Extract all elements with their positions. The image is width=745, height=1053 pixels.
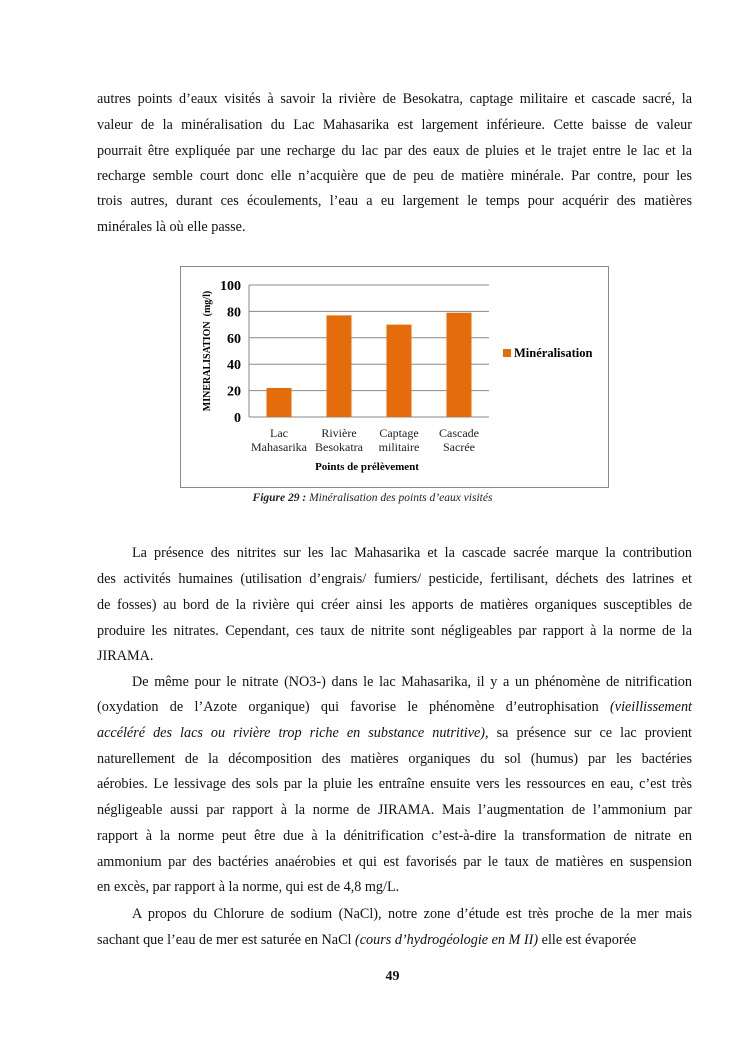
chart-figure: 0 20 40 60 80 100 Lac Mahasarika Rivière Besokatr… [180, 266, 609, 488]
paragraph-line: ammonium par des bactéries anaérobies et… [97, 853, 692, 871]
text-segment: recharge semble court donc elle n’acquiè… [97, 168, 692, 184]
text-segment: naturellement de la décomposition des ma… [97, 751, 692, 767]
paragraph-line: A propos du Chlorure de sodium (NaCl), n… [132, 905, 692, 923]
italic-text: accéléré des lacs ou rivière trop riche … [97, 725, 486, 741]
paragraph-line: (oxydation de l’Azote organique) qui fav… [97, 698, 692, 716]
y-tick-label: 80 [227, 305, 241, 320]
paragraph-line: en excès, par rapport à la norme, qui es… [97, 878, 692, 896]
bar [386, 324, 412, 417]
paragraph-line: minérales là où elle passe. [97, 218, 692, 236]
x-axis-title: Points de prélèvement [315, 461, 419, 473]
text-segment: (oxydation de l’Azote organique) qui fav… [97, 699, 611, 715]
text-segment: négligeable aussi par rapport à la norme… [97, 802, 692, 818]
x-tick-label: militaire [379, 440, 420, 454]
x-tick-label: Lac [270, 426, 288, 440]
y-tick-label: 100 [220, 279, 241, 294]
text-segment: de fosses) au bord de la rivière qui cré… [97, 597, 692, 613]
x-tick-label: Mahasarika [251, 440, 308, 454]
x-tick-label: Besokatra [315, 440, 364, 454]
text-segment: sachant que l’eau de mer est saturée en … [97, 932, 356, 948]
text-segment: De même pour le nitrate (NO3-) dans le l… [132, 674, 692, 690]
text-segment: aérobies. Le lessivage des sols par la p… [97, 776, 692, 792]
bar [326, 315, 352, 417]
paragraph-line: JIRAMA. [97, 647, 692, 665]
paragraph-line: de fosses) au bord de la rivière qui cré… [97, 596, 692, 614]
paragraph-line: négligeable aussi par rapport à la norme… [97, 801, 692, 819]
figure-caption: Figure 29 : Minéralisation des points d’… [0, 492, 745, 504]
x-tick-label: Cascade [439, 426, 479, 440]
figure-caption-label: Figure 29 : [252, 492, 307, 504]
paragraph-line: recharge semble court donc elle n’acquiè… [97, 167, 692, 185]
text-segment: produire les nitrates. Cependant, ces ta… [97, 623, 692, 639]
text-segment: pourrait être expliquée par une recharge… [97, 143, 692, 159]
text-segment: des activités humaines (utilisation d’en… [97, 571, 692, 587]
y-tick-label: 60 [227, 332, 241, 347]
legend-label: Minéralisation [514, 346, 593, 360]
text-segment: ammonium par des bactéries anaérobies et… [97, 854, 692, 870]
text-segment: autres points d’eaux visités à savoir la… [97, 91, 692, 107]
y-tick-label: 40 [227, 358, 241, 373]
paragraph-line: La présence des nitrites sur les lac Mah… [132, 544, 692, 562]
paragraph-line: produire les nitrates. Cependant, ces ta… [97, 622, 692, 640]
text-segment: elle est évaporée [538, 932, 637, 948]
x-tick-label: Sacrée [443, 440, 475, 454]
paragraph-line: aérobies. Le lessivage des sols par la p… [97, 775, 692, 793]
paragraph-line: sachant que l’eau de mer est saturée en … [97, 931, 692, 949]
paragraph-line: autres points d’eaux visités à savoir la… [97, 90, 692, 108]
bar [446, 312, 472, 417]
text-segment: La présence des nitrites sur les lac Mah… [132, 545, 692, 561]
bar [266, 387, 292, 417]
x-tick-label: Rivière [321, 426, 356, 440]
y-tick-label: 20 [227, 385, 241, 400]
text-segment: en excès, par rapport à la norme, qui es… [97, 879, 400, 895]
paragraph-line: des activités humaines (utilisation d’en… [97, 570, 692, 588]
x-tick-label: Captage [379, 426, 418, 440]
y-axis-title: MINERALISATION (mg/l) [202, 291, 213, 411]
paragraph-line: accéléré des lacs ou rivière trop riche … [97, 724, 692, 742]
italic-text: (vieillissement [610, 699, 692, 715]
paragraph-line: De même pour le nitrate (NO3-) dans le l… [132, 673, 692, 691]
italic-text: (cours d’hydrogéologie en M II) [355, 932, 539, 948]
page-number: 49 [385, 969, 400, 984]
paragraph-line: naturellement de la décomposition des ma… [97, 750, 692, 768]
text-segment: valeur de la minéralisation du Lac Mahas… [97, 117, 692, 133]
text-segment: JIRAMA. [97, 648, 154, 664]
paragraph-line: rapport à la norme peut être due à la dé… [97, 827, 692, 845]
paragraph-line: pourrait être expliquée par une recharge… [97, 142, 692, 160]
text-segment: trois autres, durant ces écoulements, l’… [97, 193, 692, 209]
text-segment: minérales là où elle passe. [97, 219, 246, 235]
paragraph-line: trois autres, durant ces écoulements, l’… [97, 192, 692, 210]
text-segment: A propos du Chlorure de sodium (NaCl), n… [132, 906, 692, 922]
text-segment: rapport à la norme peut être due à la dé… [97, 828, 692, 844]
figure-caption-text: Minéralisation des points d’eaux visités [306, 492, 493, 504]
paragraph-line: valeur de la minéralisation du Lac Mahas… [97, 116, 692, 134]
y-tick-label: 0 [234, 411, 241, 426]
legend-swatch [503, 349, 511, 357]
text-segment: , sa présence sur ce lac provient [485, 725, 692, 741]
